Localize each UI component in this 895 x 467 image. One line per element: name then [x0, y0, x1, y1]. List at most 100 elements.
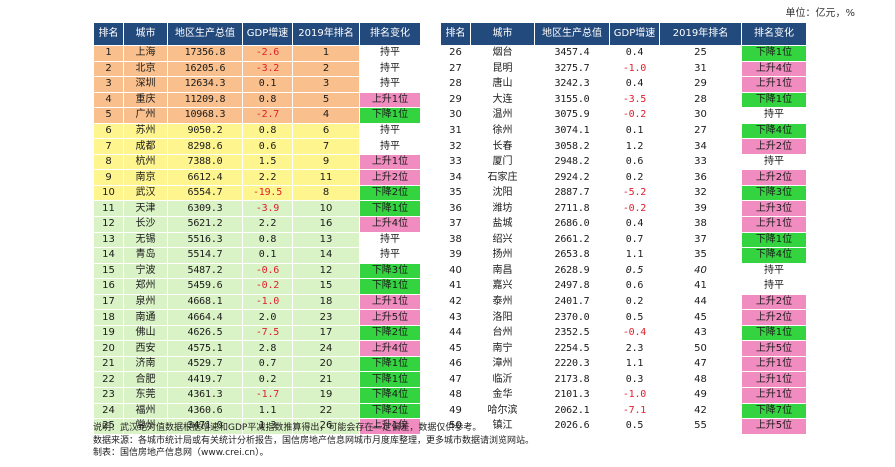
rank-cell: 20	[93, 340, 124, 357]
rank-2019-cell: 43	[659, 324, 742, 342]
table-row: 2 北京 16205.6 -3.2 2 持平	[93, 60, 421, 78]
note-credit: 制表：国信房地产信息网（www.crei.cn）。	[93, 448, 269, 458]
footnotes: 说明：武汉绝对值数据根据增速和GDP平减指数推算得出，可能会存在一定偏差，数据仅…	[93, 422, 534, 460]
rank-cell: 43	[440, 309, 471, 326]
note-explanation: 说明：武汉绝对值数据根据增速和GDP平减指数推算得出，可能会存在一定偏差，数据仅…	[93, 423, 482, 433]
rank-2019-cell: 6	[292, 122, 360, 140]
gdp-cell: 3074.1	[534, 122, 610, 140]
gdp-cell: 3471.0	[167, 418, 243, 435]
rank-2019-cell: 31	[659, 60, 742, 78]
city-cell: 无锡	[123, 231, 168, 249]
gdp-cell: 5516.3	[167, 231, 243, 249]
rank-2019-cell: 45	[659, 309, 742, 326]
rank-2019-cell: 18	[292, 293, 360, 311]
growth-cell: 0.4	[609, 216, 660, 233]
table-row: 20 西安 4575.1 2.8 24 上升4位	[93, 340, 421, 357]
growth-cell: -1.0	[609, 60, 660, 78]
rank-cell: 26	[440, 45, 471, 62]
rank-2019-cell: 42	[659, 402, 742, 420]
rank-change-cell: 上升1位	[741, 76, 807, 93]
growth-cell: 0.5	[609, 309, 660, 326]
table-row: 50 镇江 2026.6 0.5 55 上升5位	[440, 418, 807, 435]
rank-change-cell: 下降7位	[741, 402, 807, 420]
rank-change-cell: 持平	[741, 153, 807, 171]
table-row: 42 泰州 2401.7 0.2 44 上升2位	[440, 293, 807, 311]
city-cell: 武汉	[123, 184, 168, 202]
growth-cell: -19.5	[242, 184, 293, 202]
rank-2019-cell: 23	[292, 309, 360, 326]
gdp-cell: 2254.5	[534, 340, 610, 357]
unit-label: 单位：亿元，%	[785, 8, 855, 19]
header-growth: GDP增速	[609, 22, 660, 46]
growth-cell: 0.5	[609, 262, 660, 280]
rank-cell: 21	[93, 355, 124, 373]
rank-change-cell: 上升1位	[359, 91, 421, 109]
gdp-cell: 3058.2	[534, 138, 610, 155]
rank-2019-cell: 34	[659, 138, 742, 155]
gdp-cell: 3075.9	[534, 107, 610, 124]
growth-cell: 2.2	[242, 169, 293, 186]
rank-cell: 46	[440, 355, 471, 373]
growth-cell: 2.2	[242, 216, 293, 233]
city-cell: 昆明	[470, 60, 535, 78]
rank-2019-cell: 47	[659, 355, 742, 373]
city-cell: 重庆	[123, 91, 168, 109]
growth-cell: 0.1	[242, 247, 293, 264]
rank-cell: 14	[93, 247, 124, 264]
city-cell: 东莞	[123, 387, 168, 404]
table-row: 23 东莞 4361.3 -1.7 19 下降4位	[93, 387, 421, 404]
city-cell: 潍坊	[470, 200, 535, 218]
rank-change-cell: 上升1位	[359, 418, 421, 435]
growth-cell: 1.3	[242, 418, 293, 435]
gdp-cell: 4419.7	[167, 371, 243, 389]
growth-cell: -3.2	[242, 60, 293, 78]
growth-cell: -7.1	[609, 402, 660, 420]
rank-change-cell: 上升2位	[741, 293, 807, 311]
rank-2019-cell: 17	[292, 324, 360, 342]
rank-change-cell: 持平	[359, 247, 421, 264]
gdp-cell: 12634.3	[167, 76, 243, 93]
growth-cell: 0.7	[609, 231, 660, 249]
growth-cell: 2.3	[609, 340, 660, 357]
city-cell: 泰州	[470, 293, 535, 311]
table-row: 7 成都 8298.6 0.6 7 持平	[93, 138, 421, 155]
growth-cell: 0.5	[609, 418, 660, 435]
header-city: 城市	[123, 22, 168, 46]
rank-change-cell: 持平	[359, 76, 421, 93]
gdp-cell: 6612.4	[167, 169, 243, 186]
table-header-row: 排名 城市 地区生产总值 GDP增速 2019年排名 排名变化	[93, 22, 421, 46]
rank-change-cell: 下降1位	[741, 324, 807, 342]
growth-cell: -0.6	[242, 262, 293, 280]
rank-2019-cell: 12	[292, 262, 360, 280]
header-rank-change: 排名变化	[359, 22, 421, 46]
rank-2019-cell: 50	[659, 340, 742, 357]
rank-cell: 13	[93, 231, 124, 249]
city-cell: 绍兴	[470, 231, 535, 249]
rank-cell: 3	[93, 76, 124, 93]
rank-2019-cell: 28	[659, 91, 742, 109]
rank-change-cell: 上升2位	[741, 138, 807, 155]
gdp-cell: 3275.7	[534, 60, 610, 78]
gdp-cell: 2686.0	[534, 216, 610, 233]
gdp-cell: 2352.5	[534, 324, 610, 342]
rank-change-cell: 上升1位	[741, 355, 807, 373]
table-row: 47 临沂 2173.8 0.3 48 上升1位	[440, 371, 807, 389]
gdp-cell: 2887.7	[534, 184, 610, 202]
rank-cell: 27	[440, 60, 471, 78]
city-cell: 沈阳	[470, 184, 535, 202]
table-row: 28 唐山 3242.3 0.4 29 上升1位	[440, 76, 807, 93]
rank-2019-cell: 10	[292, 200, 360, 218]
gdp-cell: 2661.2	[534, 231, 610, 249]
growth-cell: 0.8	[242, 231, 293, 249]
growth-cell: -3.5	[609, 91, 660, 109]
table-row: 40 南昌 2628.9 0.5 40 持平	[440, 262, 807, 280]
rank-cell: 35	[440, 184, 471, 202]
rank-change-cell: 下降1位	[359, 107, 421, 124]
rank-cell: 36	[440, 200, 471, 218]
gdp-cell: 17356.8	[167, 45, 243, 62]
growth-cell: 0.6	[609, 278, 660, 295]
table-row: 18 南通 4664.4 2.0 23 上升5位	[93, 309, 421, 326]
table-row: 43 洛阳 2370.0 0.5 45 上升2位	[440, 309, 807, 326]
table-row: 24 福州 4360.6 1.1 22 下降2位	[93, 402, 421, 420]
header-rank-2019: 2019年排名	[659, 22, 742, 46]
